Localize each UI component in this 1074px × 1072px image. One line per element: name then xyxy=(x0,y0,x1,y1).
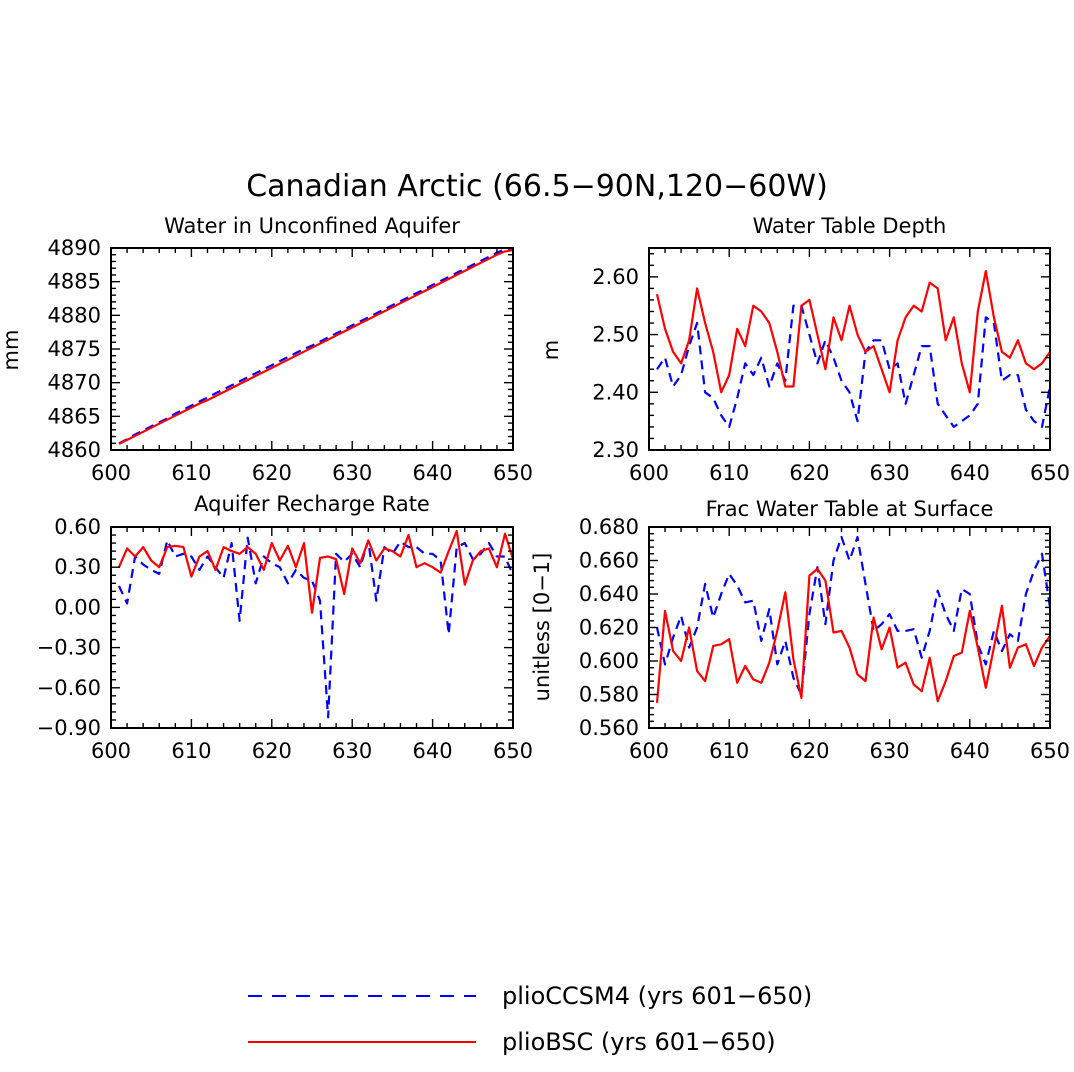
panel-3-ytick-label: 0.600 xyxy=(579,649,639,673)
panel-2-xtick-label: 610 xyxy=(171,739,211,763)
legend: plioCCSM4 (yrs 601−650) plioBSC (yrs 601… xyxy=(248,982,812,1056)
panel-1-xtick-label: 610 xyxy=(709,461,749,485)
panel-1-xtick-label: 640 xyxy=(950,461,990,485)
panel-2-xtick-label: 600 xyxy=(91,739,131,763)
panels: Water in Unconfined Aquifer mm 600 610 620 63… xyxy=(0,214,1070,763)
panel-2-xtick-label: 630 xyxy=(332,739,372,763)
panel-0-ytick-label: 4885 xyxy=(48,270,101,294)
panel-0-ylabel: mm xyxy=(0,330,23,371)
panel-3-ytick-label: 0.560 xyxy=(579,716,639,740)
panel-2-frame xyxy=(110,526,514,729)
panel-0-xtick-label: 620 xyxy=(252,461,292,485)
panel-2-ylabel: mm/d xyxy=(0,596,3,657)
panel-3-ytick-label: 0.680 xyxy=(579,515,639,539)
figure-title: Canadian Arctic (66.5−90N,120−60W) xyxy=(246,169,828,204)
panel-2-series-0-line xyxy=(118,536,513,719)
panel-1-ytick-label: 2.50 xyxy=(592,323,639,347)
panel-0-ytick-label: 4880 xyxy=(48,303,101,327)
panel-3: Frac Water Table at Surface unitless [0−1… xyxy=(530,497,1070,763)
panel-0-ytick-label: 4890 xyxy=(48,236,101,260)
panel-2-ytick-label: −0.90 xyxy=(37,716,101,740)
panel-2: Aquifer Recharge Rate mm/d 600 610 620 630 640… xyxy=(0,492,533,763)
panel-1-ytick-label: 2.40 xyxy=(592,380,639,404)
legend-label-1: plioBSC (yrs 601−650) xyxy=(502,1028,776,1056)
panel-0-ytick-label: 4875 xyxy=(48,337,101,361)
panel-0-series-1-line xyxy=(118,248,513,445)
panel-0-ytick-label: 4860 xyxy=(48,438,101,462)
panel-3-series-0-line xyxy=(655,535,1050,696)
panel-3-xtick-label: 650 xyxy=(1030,739,1070,763)
panel-1-ytick-label: 2.30 xyxy=(592,438,639,462)
panel-1-series-1-line xyxy=(655,270,1050,394)
panel-3-ylabel: unitless [0−1] xyxy=(530,553,554,702)
panel-0-xtick-label: 630 xyxy=(332,461,372,485)
panel-3-series-1-line xyxy=(655,567,1050,703)
panel-2-ytick-label: 0.30 xyxy=(54,555,101,579)
panel-1-series-0-line xyxy=(656,304,1050,428)
panel-3-ytick-label: 0.640 xyxy=(579,582,639,606)
legend-label-0: plioCCSM4 (yrs 601−650) xyxy=(502,982,812,1010)
panel-3-title: Frac Water Table at Surface xyxy=(706,497,994,521)
panel-0: Water in Unconfined Aquifer mm 600 610 620 63… xyxy=(0,214,533,485)
panel-1-ytick-label: 2.60 xyxy=(592,265,639,289)
panel-1-frame xyxy=(648,247,1051,451)
panel-3-xtick-label: 630 xyxy=(870,739,910,763)
panel-2-xtick-label: 650 xyxy=(493,739,533,763)
panel-3-xtick-label: 600 xyxy=(629,739,669,763)
panel-1-title: Water Table Depth xyxy=(753,214,947,238)
panel-0-series-0-line xyxy=(118,248,513,445)
panel-0-xtick-label: 610 xyxy=(171,461,211,485)
panel-1-xtick-label: 650 xyxy=(1030,461,1070,485)
panel-1-xtick-label: 620 xyxy=(789,461,829,485)
panel-1-xtick-label: 630 xyxy=(870,461,910,485)
panel-1: Water Table Depth m 600 610 620 630 640 650 2.30… xyxy=(539,214,1070,485)
panel-3-xtick-label: 610 xyxy=(709,739,749,763)
panel-2-ytick-label: −0.60 xyxy=(37,676,101,700)
panel-0-title: Water in Unconfined Aquifer xyxy=(164,214,460,238)
panel-3-ytick-label: 0.620 xyxy=(579,616,639,640)
panel-0-xtick-label: 600 xyxy=(91,461,131,485)
panel-2-ytick-label: −0.30 xyxy=(37,636,101,660)
panel-2-xtick-label: 640 xyxy=(413,739,453,763)
panel-2-series-1-line xyxy=(117,529,513,614)
panel-2-ytick-label: 0.00 xyxy=(54,595,101,619)
panel-0-ytick-label: 4865 xyxy=(48,404,101,428)
panel-3-xtick-label: 640 xyxy=(950,739,990,763)
panel-0-ytick-label: 4870 xyxy=(48,371,101,395)
panel-2-ytick-label: 0.60 xyxy=(54,515,101,539)
panel-3-ytick-label: 0.580 xyxy=(579,683,639,707)
panel-3-ytick-label: 0.660 xyxy=(579,549,639,573)
panel-0-xtick-label: 650 xyxy=(493,461,533,485)
panel-1-ylabel: m xyxy=(539,340,563,360)
panel-0-xtick-label: 640 xyxy=(413,461,453,485)
panel-1-xtick-label: 600 xyxy=(629,461,669,485)
panel-2-xtick-label: 620 xyxy=(252,739,292,763)
panel-3-xtick-label: 620 xyxy=(789,739,829,763)
panel-2-title: Aquifer Recharge Rate xyxy=(194,492,430,516)
